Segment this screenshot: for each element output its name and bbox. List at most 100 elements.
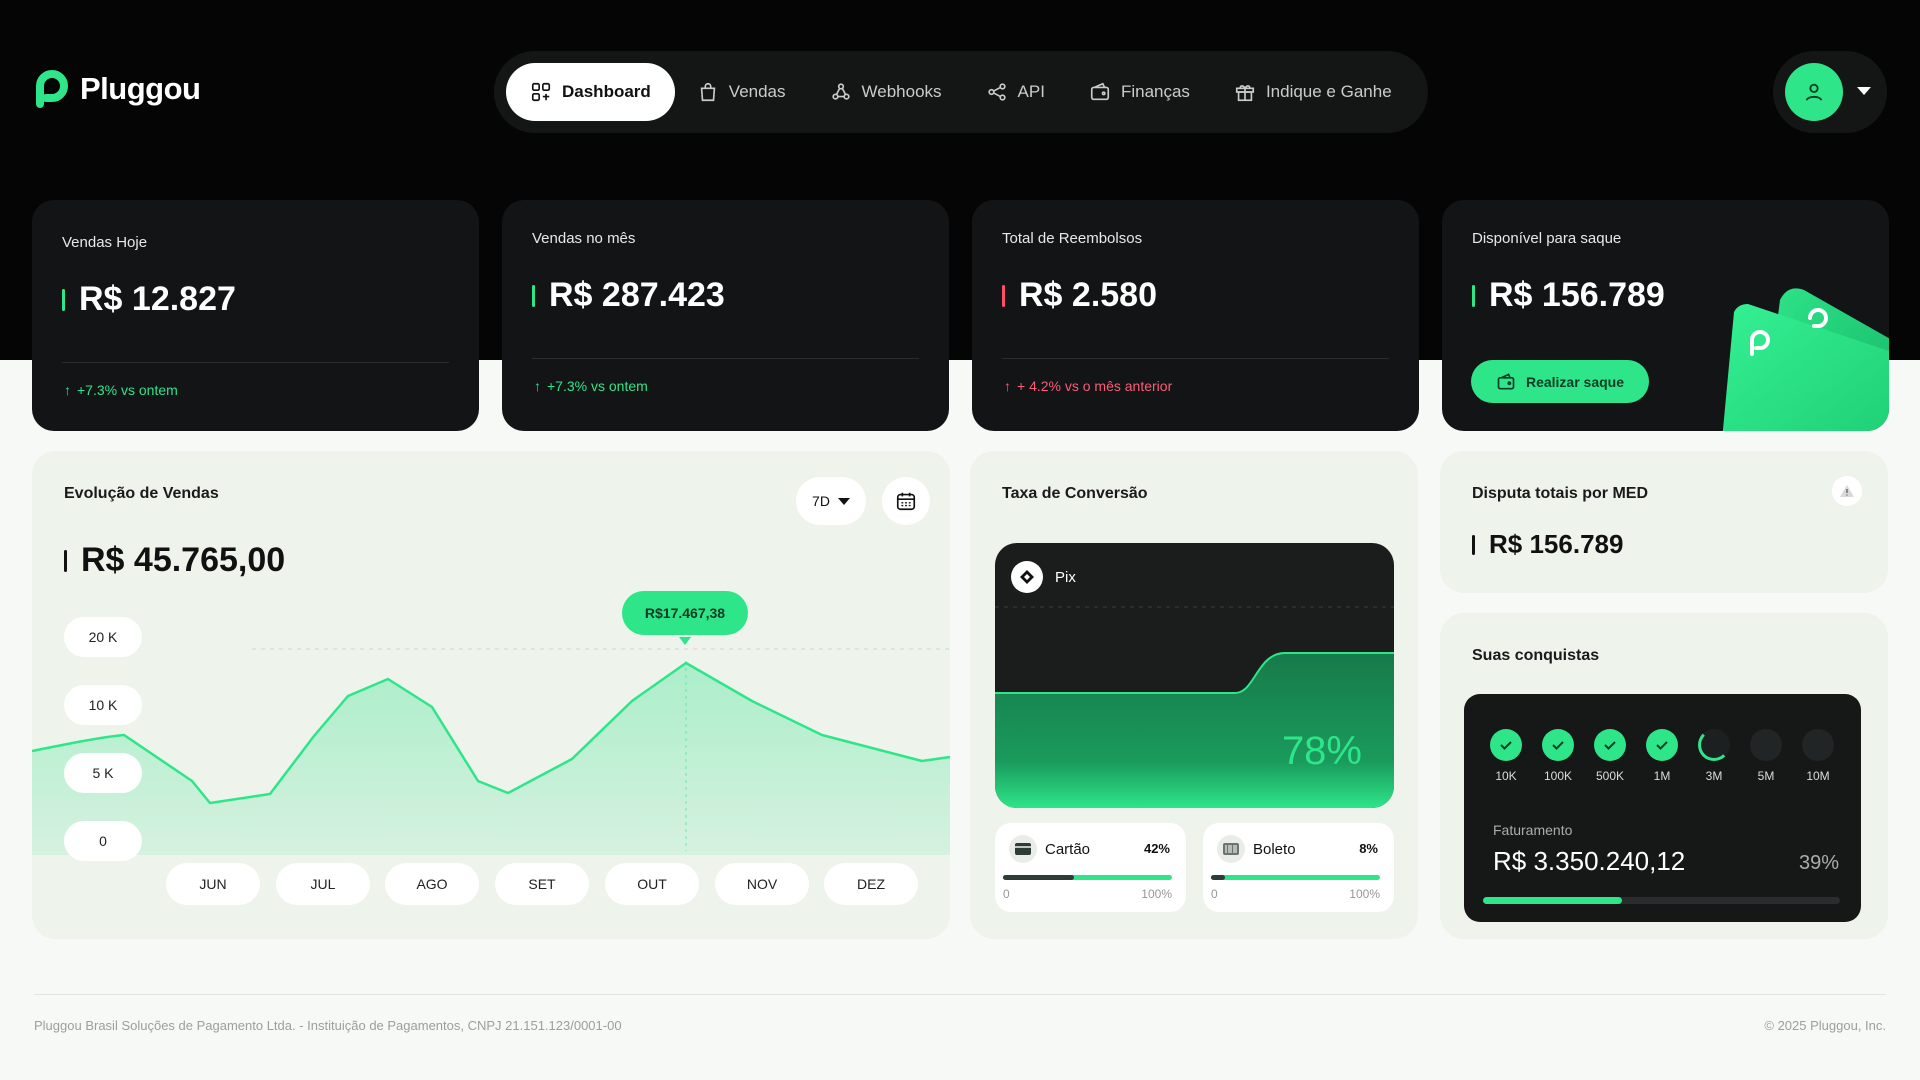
conversao-title: Taxa de Conversão xyxy=(1002,485,1148,502)
milestone-10m: 10M xyxy=(1798,729,1838,783)
pluggou-logo-icon xyxy=(36,70,68,108)
boleto-card: Boleto 8% 0 100% xyxy=(1203,823,1394,912)
pix-label: Pix xyxy=(1011,561,1076,593)
brand-logo[interactable]: Pluggou xyxy=(32,68,201,110)
barcode-icon xyxy=(1217,835,1245,863)
y-tick: 20 K xyxy=(64,617,142,657)
method-progress xyxy=(1211,875,1380,880)
wallet-icon xyxy=(1090,82,1110,101)
conversao-panel: Taxa de Conversão Pix 78% Cartão 42% 0 1… xyxy=(970,451,1418,939)
conquistas-panel: Suas conquistas 10K 100K 500K 1M 3M 5M 1… xyxy=(1440,613,1888,939)
stat-card-disponivel: Disponível para saque R$ 156.789 Realiza… xyxy=(1442,200,1889,431)
chevron-down-icon[interactable] xyxy=(1857,87,1871,95)
method-percent: 8% xyxy=(1359,841,1378,856)
nav-label: Webhooks xyxy=(861,82,942,101)
faturamento-label: Faturamento xyxy=(1493,822,1573,838)
faturamento-value: R$ 3.350.240,12 xyxy=(1493,846,1686,876)
pix-area xyxy=(995,606,1394,808)
arrow-up-icon: ↑ xyxy=(534,378,541,394)
wallet-icon xyxy=(1497,372,1515,389)
check-icon xyxy=(1594,729,1626,761)
share-icon xyxy=(987,83,1006,101)
brand-name: Pluggou xyxy=(80,71,201,106)
user-icon xyxy=(1805,83,1823,101)
range-min: 0 xyxy=(1003,887,1010,901)
milestone-100k: 100K xyxy=(1538,729,1578,783)
y-tick: 10 K xyxy=(64,685,142,725)
y-tick: 0 xyxy=(64,821,142,861)
chart-tooltip: R$17.467,38 xyxy=(622,591,748,645)
nav-item-indique[interactable]: Indique e Ganhe xyxy=(1212,63,1414,121)
shopping-bag-icon xyxy=(700,82,716,102)
calendar-button[interactable] xyxy=(882,477,930,525)
progress-ring-icon xyxy=(1698,729,1730,761)
check-icon xyxy=(1646,729,1678,761)
credit-card-icon xyxy=(1009,835,1037,863)
dashboard-icon xyxy=(531,82,551,102)
footer-legal: Pluggou Brasil Soluções de Pagamento Ltd… xyxy=(34,1018,622,1033)
user-menu[interactable] xyxy=(1773,51,1887,133)
x-tick: JUL xyxy=(276,863,370,905)
nav-item-vendas[interactable]: Vendas xyxy=(675,63,808,121)
nav-item-api[interactable]: API xyxy=(964,63,1067,121)
realizar-saque-button[interactable]: Realizar saque xyxy=(1471,360,1649,403)
cards-illustration xyxy=(1722,288,1889,431)
milestone-5m: 5M xyxy=(1746,729,1786,783)
disputa-title: Disputa totais por MED xyxy=(1472,485,1649,502)
evolucao-title: Evolução de Vendas xyxy=(64,485,219,502)
chevron-down-icon xyxy=(837,497,850,505)
faturamento-percent: 39% xyxy=(1798,852,1839,874)
method-label: Cartão xyxy=(1045,841,1091,858)
stat-delta: ↑ +7.3% vs ontem xyxy=(534,378,648,394)
stat-label: Vendas no mês xyxy=(532,230,636,247)
main-nav: Dashboard Vendas Webhooks API Finanças I… xyxy=(494,51,1428,133)
warning-icon[interactable] xyxy=(1832,476,1862,506)
nav-item-webhooks[interactable]: Webhooks xyxy=(808,63,964,121)
milestone-3m: 3M xyxy=(1694,729,1734,783)
x-tick: JUN xyxy=(166,863,260,905)
period-select[interactable]: 7D xyxy=(796,477,866,525)
stat-delta: ↑ + 4.2% vs o mês anterior xyxy=(1004,378,1173,394)
faturamento-progress xyxy=(1483,897,1840,904)
footer-copyright: © 2025 Pluggou, Inc. xyxy=(1764,1018,1886,1033)
x-tick: OUT xyxy=(605,863,699,905)
evolucao-panel: Evolução de Vendas R$ 45.765,00 7D R$17.… xyxy=(32,451,950,939)
arrow-up-icon: ↑ xyxy=(64,382,71,398)
nav-item-financas[interactable]: Finanças xyxy=(1067,63,1212,121)
conquistas-card: 10K 100K 500K 1M 3M 5M 10M Faturamento R… xyxy=(1464,694,1861,922)
nav-item-dashboard[interactable]: Dashboard xyxy=(506,63,675,121)
stat-delta: ↑ +7.3% vs ontem xyxy=(64,382,178,398)
calendar-icon xyxy=(896,492,916,511)
stat-card-vendas-mes: Vendas no mês R$ 287.423 ↑ +7.3% vs ontem xyxy=(502,200,949,431)
nav-label: Finanças xyxy=(1120,82,1190,101)
nav-label: Indique e Ganhe xyxy=(1265,82,1392,101)
stat-value: R$ 287.423 xyxy=(532,276,725,315)
stat-card-reembolsos: Total de Reembolsos R$ 2.580 ↑ + 4.2% vs … xyxy=(972,200,1419,431)
pix-percent: 78% xyxy=(1281,729,1362,773)
stat-value: R$ 2.580 xyxy=(1002,276,1157,315)
stat-value: R$ 12.827 xyxy=(62,280,236,319)
stat-label: Disponível para saque xyxy=(1472,230,1622,247)
method-label: Boleto xyxy=(1253,841,1296,858)
avatar[interactable] xyxy=(1785,63,1843,121)
disputa-panel: Disputa totais por MED R$ 156.789 xyxy=(1440,451,1888,593)
cartao-card: Cartão 42% 0 100% xyxy=(995,823,1186,912)
sales-line xyxy=(32,661,950,805)
stat-label: Total de Reembolsos xyxy=(1002,230,1143,247)
x-tick: DEZ xyxy=(824,863,918,905)
webhook-icon xyxy=(831,83,850,100)
x-tick: SET xyxy=(495,863,589,905)
range-max: 100% xyxy=(1349,887,1380,901)
conquistas-title: Suas conquistas xyxy=(1472,647,1600,664)
range-min: 0 xyxy=(1211,887,1218,901)
check-icon xyxy=(1542,729,1574,761)
arrow-up-icon: ↑ xyxy=(1004,378,1011,394)
stat-card-vendas-hoje: Vendas Hoje R$ 12.827 ↑ +7.3% vs ontem xyxy=(32,200,479,431)
range-max: 100% xyxy=(1141,887,1172,901)
sales-area-chart xyxy=(32,648,950,939)
milestone-10k: 10K xyxy=(1486,729,1526,783)
footer-divider xyxy=(34,994,1886,995)
nav-label: Dashboard xyxy=(562,82,651,101)
x-tick: NOV xyxy=(715,863,809,905)
nav-label: Vendas xyxy=(728,82,786,101)
